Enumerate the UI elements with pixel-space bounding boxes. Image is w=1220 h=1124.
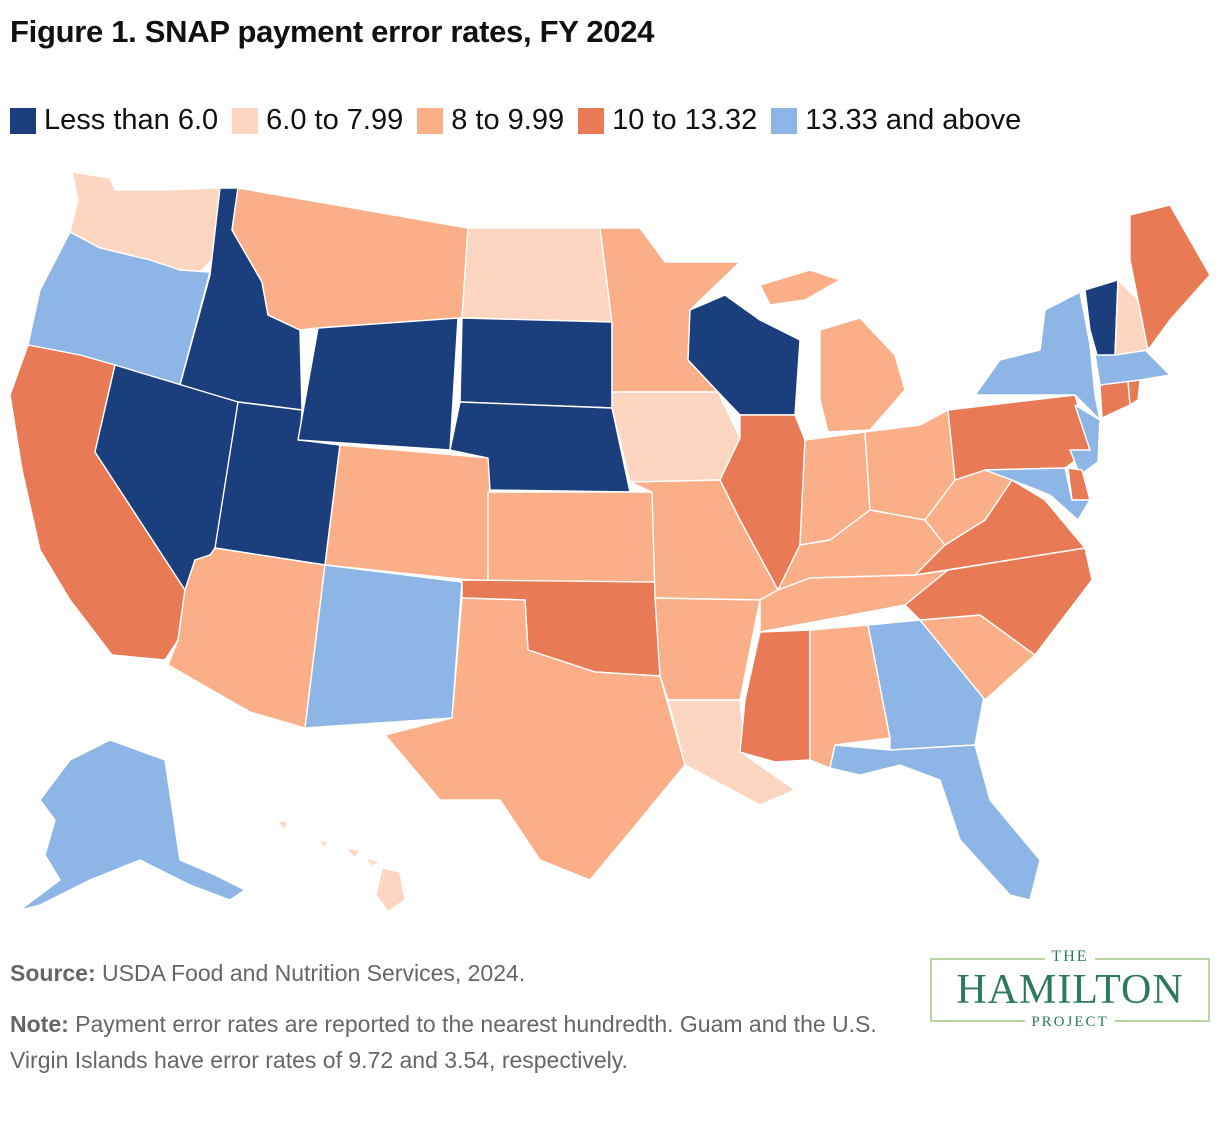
state-la[interactable] — [667, 699, 796, 806]
state-ct[interactable] — [1099, 379, 1131, 419]
state-mi[interactable] — [759, 269, 906, 433]
state-md[interactable] — [984, 467, 1091, 521]
figure-title: Figure 1. SNAP payment error rates, FY 2… — [10, 14, 655, 49]
state-ak[interactable] — [19, 739, 246, 911]
state-hi[interactable] — [276, 819, 406, 913]
state-co[interactable] — [324, 444, 491, 583]
state-fl[interactable] — [829, 744, 1041, 901]
state-ar[interactable] — [654, 597, 761, 701]
legend-item-less-than-6: Less than 6.0 — [10, 104, 218, 137]
state-pa[interactable] — [947, 394, 1091, 481]
legend-label: 8 to 9.99 — [451, 104, 565, 136]
legend-label: 13.33 and above — [805, 104, 1022, 136]
state-ks[interactable] — [487, 491, 656, 583]
note-text: Payment error rates are reported to the … — [10, 1011, 877, 1073]
legend-label: 6.0 to 7.99 — [266, 104, 404, 136]
state-me[interactable] — [1129, 204, 1211, 351]
note-line: Note: Payment error rates are reported t… — [10, 1006, 890, 1078]
source-text: USDA Food and Nutrition Services, 2024. — [95, 960, 526, 986]
state-vt[interactable] — [1084, 279, 1119, 356]
legend-label: 10 to 13.32 — [612, 104, 758, 136]
legend-item-6-to-7-99: 6.0 to 7.99 — [232, 104, 403, 137]
legend-swatch — [578, 107, 605, 134]
legend-swatch — [417, 107, 444, 134]
us-choropleth-map — [9, 171, 1211, 913]
legend-swatch — [771, 107, 798, 134]
note-label: Note: — [10, 1011, 69, 1037]
legend-item-8-to-9-99: 8 to 9.99 — [417, 104, 564, 137]
hamilton-project-logo: THE HAMILTON PROJECT — [930, 948, 1210, 1030]
state-sd[interactable] — [459, 317, 613, 409]
legend-item-13-33-and-above: 13.33 and above — [771, 104, 1021, 137]
legend-swatch — [232, 107, 259, 134]
state-nd[interactable] — [461, 227, 613, 323]
state-ia[interactable] — [611, 391, 741, 483]
legend-label: Less than 6.0 — [44, 104, 219, 136]
state-mt[interactable] — [231, 187, 469, 331]
state-az[interactable] — [167, 547, 326, 729]
legend: Less than 6.0 6.0 to 7.99 8 to 9.99 10 t… — [10, 104, 1035, 137]
legend-item-10-to-13-32: 10 to 13.32 — [578, 104, 757, 137]
state-nm[interactable] — [304, 564, 463, 729]
state-tx[interactable] — [384, 597, 686, 881]
state-wy[interactable] — [297, 317, 459, 451]
legend-swatch — [10, 107, 36, 134]
logo-hamilton: HAMILTON — [956, 967, 1184, 1013]
logo-project: PROJECT — [1025, 1014, 1115, 1030]
logo-the: THE — [1045, 948, 1095, 965]
state-ny[interactable] — [974, 291, 1101, 421]
source-line: Source: USDA Food and Nutrition Services… — [10, 960, 525, 987]
state-ri[interactable] — [1127, 379, 1141, 406]
source-label: Source: — [10, 960, 96, 986]
